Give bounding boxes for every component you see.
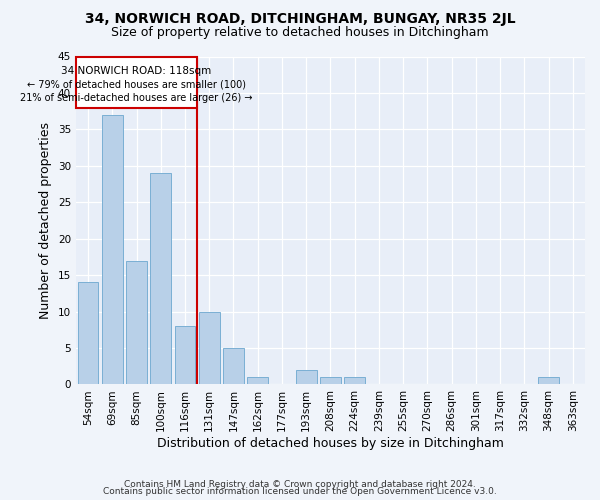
Bar bbox=[320, 377, 341, 384]
Text: ← 79% of detached houses are smaller (100): ← 79% of detached houses are smaller (10… bbox=[27, 80, 246, 90]
Bar bbox=[126, 260, 147, 384]
Y-axis label: Number of detached properties: Number of detached properties bbox=[39, 122, 52, 319]
Bar bbox=[344, 377, 365, 384]
Text: Contains HM Land Registry data © Crown copyright and database right 2024.: Contains HM Land Registry data © Crown c… bbox=[124, 480, 476, 489]
Text: 34, NORWICH ROAD, DITCHINGHAM, BUNGAY, NR35 2JL: 34, NORWICH ROAD, DITCHINGHAM, BUNGAY, N… bbox=[85, 12, 515, 26]
Bar bbox=[538, 377, 559, 384]
Bar bbox=[223, 348, 244, 385]
Bar bbox=[175, 326, 195, 384]
Bar bbox=[102, 115, 122, 384]
Bar bbox=[151, 173, 171, 384]
Bar bbox=[296, 370, 317, 384]
Text: 34 NORWICH ROAD: 118sqm: 34 NORWICH ROAD: 118sqm bbox=[61, 66, 212, 76]
X-axis label: Distribution of detached houses by size in Ditchingham: Distribution of detached houses by size … bbox=[157, 437, 504, 450]
Bar bbox=[199, 312, 220, 384]
Bar bbox=[247, 377, 268, 384]
Text: Contains public sector information licensed under the Open Government Licence v3: Contains public sector information licen… bbox=[103, 487, 497, 496]
Bar bbox=[78, 282, 98, 384]
Text: Size of property relative to detached houses in Ditchingham: Size of property relative to detached ho… bbox=[111, 26, 489, 39]
FancyBboxPatch shape bbox=[76, 56, 197, 108]
Text: 21% of semi-detached houses are larger (26) →: 21% of semi-detached houses are larger (… bbox=[20, 93, 253, 103]
